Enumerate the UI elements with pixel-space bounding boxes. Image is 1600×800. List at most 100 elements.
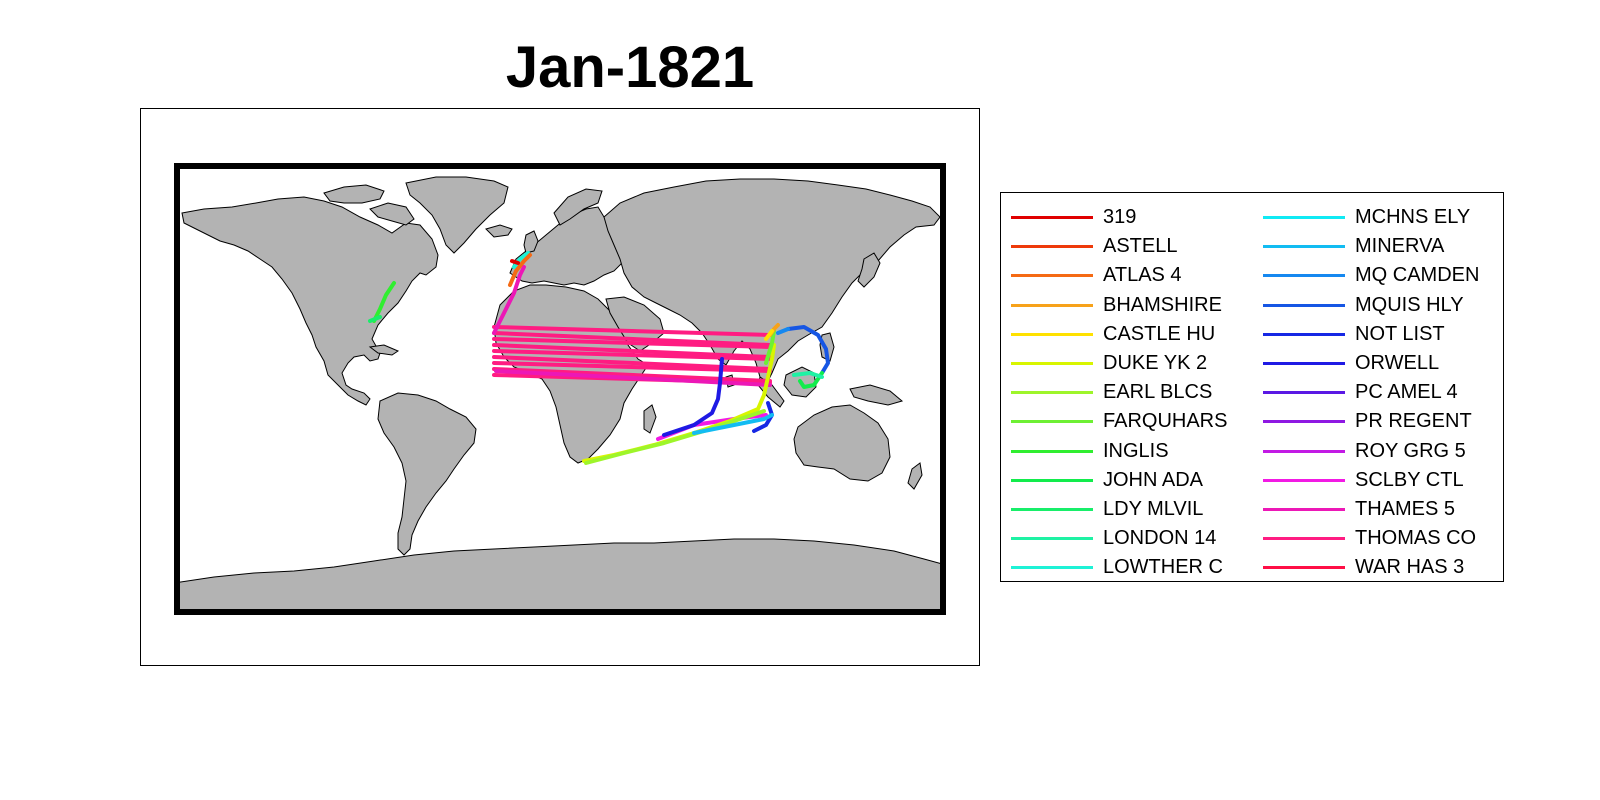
route-line: [492, 337, 772, 349]
legend-item: PC AMEL 4: [1263, 378, 1479, 407]
legend-label: FARQUHARS: [1103, 410, 1228, 433]
iceland: [485, 224, 513, 238]
world-map: [174, 163, 946, 615]
legend-label: NOT LIST: [1355, 322, 1445, 345]
legend-label: JOHN ADA: [1103, 468, 1204, 491]
route-line: [492, 343, 772, 359]
legend-label: THOMAS CO: [1355, 527, 1477, 550]
route-line: [492, 361, 772, 373]
baffin-island: [369, 202, 415, 226]
legend-label: MCHNS ELY: [1355, 206, 1471, 229]
legend-column-1: 319 ASTELL ATLAS 4 BHAMSHIRE CASTLE HU DUKE Y…: [1011, 203, 1227, 582]
route-line: [776, 327, 790, 335]
route-line: [692, 413, 774, 435]
legend-swatch: [1011, 566, 1093, 570]
madagascar: [643, 404, 657, 434]
antarctica: [174, 538, 946, 615]
route-line: [372, 281, 396, 323]
legend-swatch: [1263, 274, 1345, 278]
greenland: [405, 176, 509, 254]
route-line: [492, 265, 526, 335]
land: [174, 176, 946, 615]
legend-item: THOMAS CO: [1263, 524, 1479, 553]
legend-swatch: [1011, 420, 1093, 424]
legend-swatch: [1263, 566, 1345, 570]
route-line: [752, 401, 774, 433]
legend-swatch: [1263, 216, 1345, 220]
route-line: [492, 367, 772, 383]
legend-label: LOWTHER C: [1103, 556, 1223, 579]
australia: [793, 404, 891, 482]
legend-label: INGLIS: [1103, 439, 1169, 462]
legend-item: CASTLE HU: [1011, 320, 1227, 349]
route-line: [764, 329, 776, 365]
route-line: [792, 371, 824, 379]
legend-swatch: [1263, 332, 1345, 336]
asia: [603, 178, 941, 386]
legend-item: JOHN ADA: [1011, 466, 1227, 495]
legend-label: ROY GRG 5: [1355, 439, 1466, 462]
legend-swatch: [1263, 362, 1345, 366]
legend-swatch: [1263, 245, 1345, 249]
legend-swatch: [1011, 216, 1093, 220]
map-title: Jan-1821: [505, 35, 755, 100]
legend-swatch: [1011, 391, 1093, 395]
legend-label: SCLBY CTL: [1355, 468, 1464, 491]
legend-swatch: [1263, 449, 1345, 453]
route-line: [662, 357, 724, 437]
legend-item: LOWTHER C: [1011, 553, 1227, 582]
legend-item: MQUIS HLY: [1263, 291, 1479, 320]
legend-item: THAMES 5: [1263, 495, 1479, 524]
legend-item: ROY GRG 5: [1263, 437, 1479, 466]
legend-label: DUKE YK 2: [1103, 352, 1208, 375]
legend-label: MQ CAMDEN: [1355, 264, 1480, 287]
legend-label: ORWELL: [1355, 352, 1440, 375]
legend-swatch: [1263, 303, 1345, 307]
legend-swatch: [1011, 449, 1093, 453]
legend-swatch: [1263, 420, 1345, 424]
legend-item: MINERVA: [1263, 232, 1479, 261]
legend-label: PC AMEL 4: [1355, 381, 1458, 404]
legend-item: FARQUHARS: [1011, 407, 1227, 436]
japan: [857, 252, 881, 288]
legend-column-2: MCHNS ELY MINERVA MQ CAMDEN MQUIS HLY NOT LI…: [1263, 203, 1479, 582]
arctic-islands: [323, 184, 385, 204]
route-line: [492, 349, 772, 361]
legend-label: LDY MLVIL: [1103, 497, 1204, 520]
legend-swatch: [1263, 391, 1345, 395]
legend-label: BHAMSHIRE: [1103, 293, 1222, 316]
legend-swatch: [1011, 537, 1093, 541]
route-line: [492, 325, 772, 337]
route-line: [368, 315, 382, 323]
legend-item: MCHNS ELY: [1263, 203, 1479, 232]
legend-swatch: [1011, 245, 1093, 249]
axes-box: [140, 108, 980, 666]
route-line: [492, 331, 772, 347]
legend-label: CASTLE HU: [1103, 322, 1216, 345]
legend-swatch: [1263, 537, 1345, 541]
legend-label: LONDON 14: [1103, 527, 1217, 550]
legend: 319 ASTELL ATLAS 4 BHAMSHIRE CASTLE HU DUKE Y…: [1000, 192, 1504, 582]
legend-item: ASTELL: [1011, 232, 1227, 261]
legend-label: PR REGENT: [1355, 410, 1472, 433]
legend-label: ASTELL: [1103, 235, 1178, 258]
route-line: [492, 355, 772, 371]
legend-item: MQ CAMDEN: [1263, 261, 1479, 290]
route-line: [494, 369, 772, 387]
legend-item: BHAMSHIRE: [1011, 291, 1227, 320]
route-line: [786, 325, 830, 375]
legend-label: MINERVA: [1355, 235, 1445, 258]
legend-swatch: [1263, 478, 1345, 482]
legend-item: SCLBY CTL: [1263, 466, 1479, 495]
legend-swatch: [1011, 507, 1093, 511]
north-america: [181, 196, 439, 406]
route-line: [508, 253, 532, 287]
legend-label: MQUIS HLY: [1355, 293, 1464, 316]
new-guinea: [849, 384, 904, 406]
cuba: [368, 344, 400, 356]
route-line: [510, 259, 520, 265]
legend-item: ATLAS 4: [1011, 261, 1227, 290]
route-line: [798, 371, 824, 389]
legend-item: EARL BLCS: [1011, 378, 1227, 407]
legend-item: PR REGENT: [1263, 407, 1479, 436]
